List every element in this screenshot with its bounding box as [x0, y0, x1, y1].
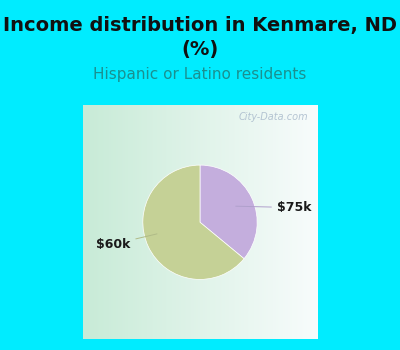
Text: Hispanic or Latino residents: Hispanic or Latino residents: [93, 66, 307, 82]
Wedge shape: [143, 165, 244, 279]
Text: $60k: $60k: [96, 234, 157, 251]
Text: (%): (%): [181, 40, 219, 59]
Text: $75k: $75k: [236, 201, 312, 214]
Text: Income distribution in Kenmare, ND: Income distribution in Kenmare, ND: [3, 16, 397, 35]
Text: City-Data.com: City-Data.com: [238, 112, 308, 122]
Wedge shape: [200, 165, 257, 259]
